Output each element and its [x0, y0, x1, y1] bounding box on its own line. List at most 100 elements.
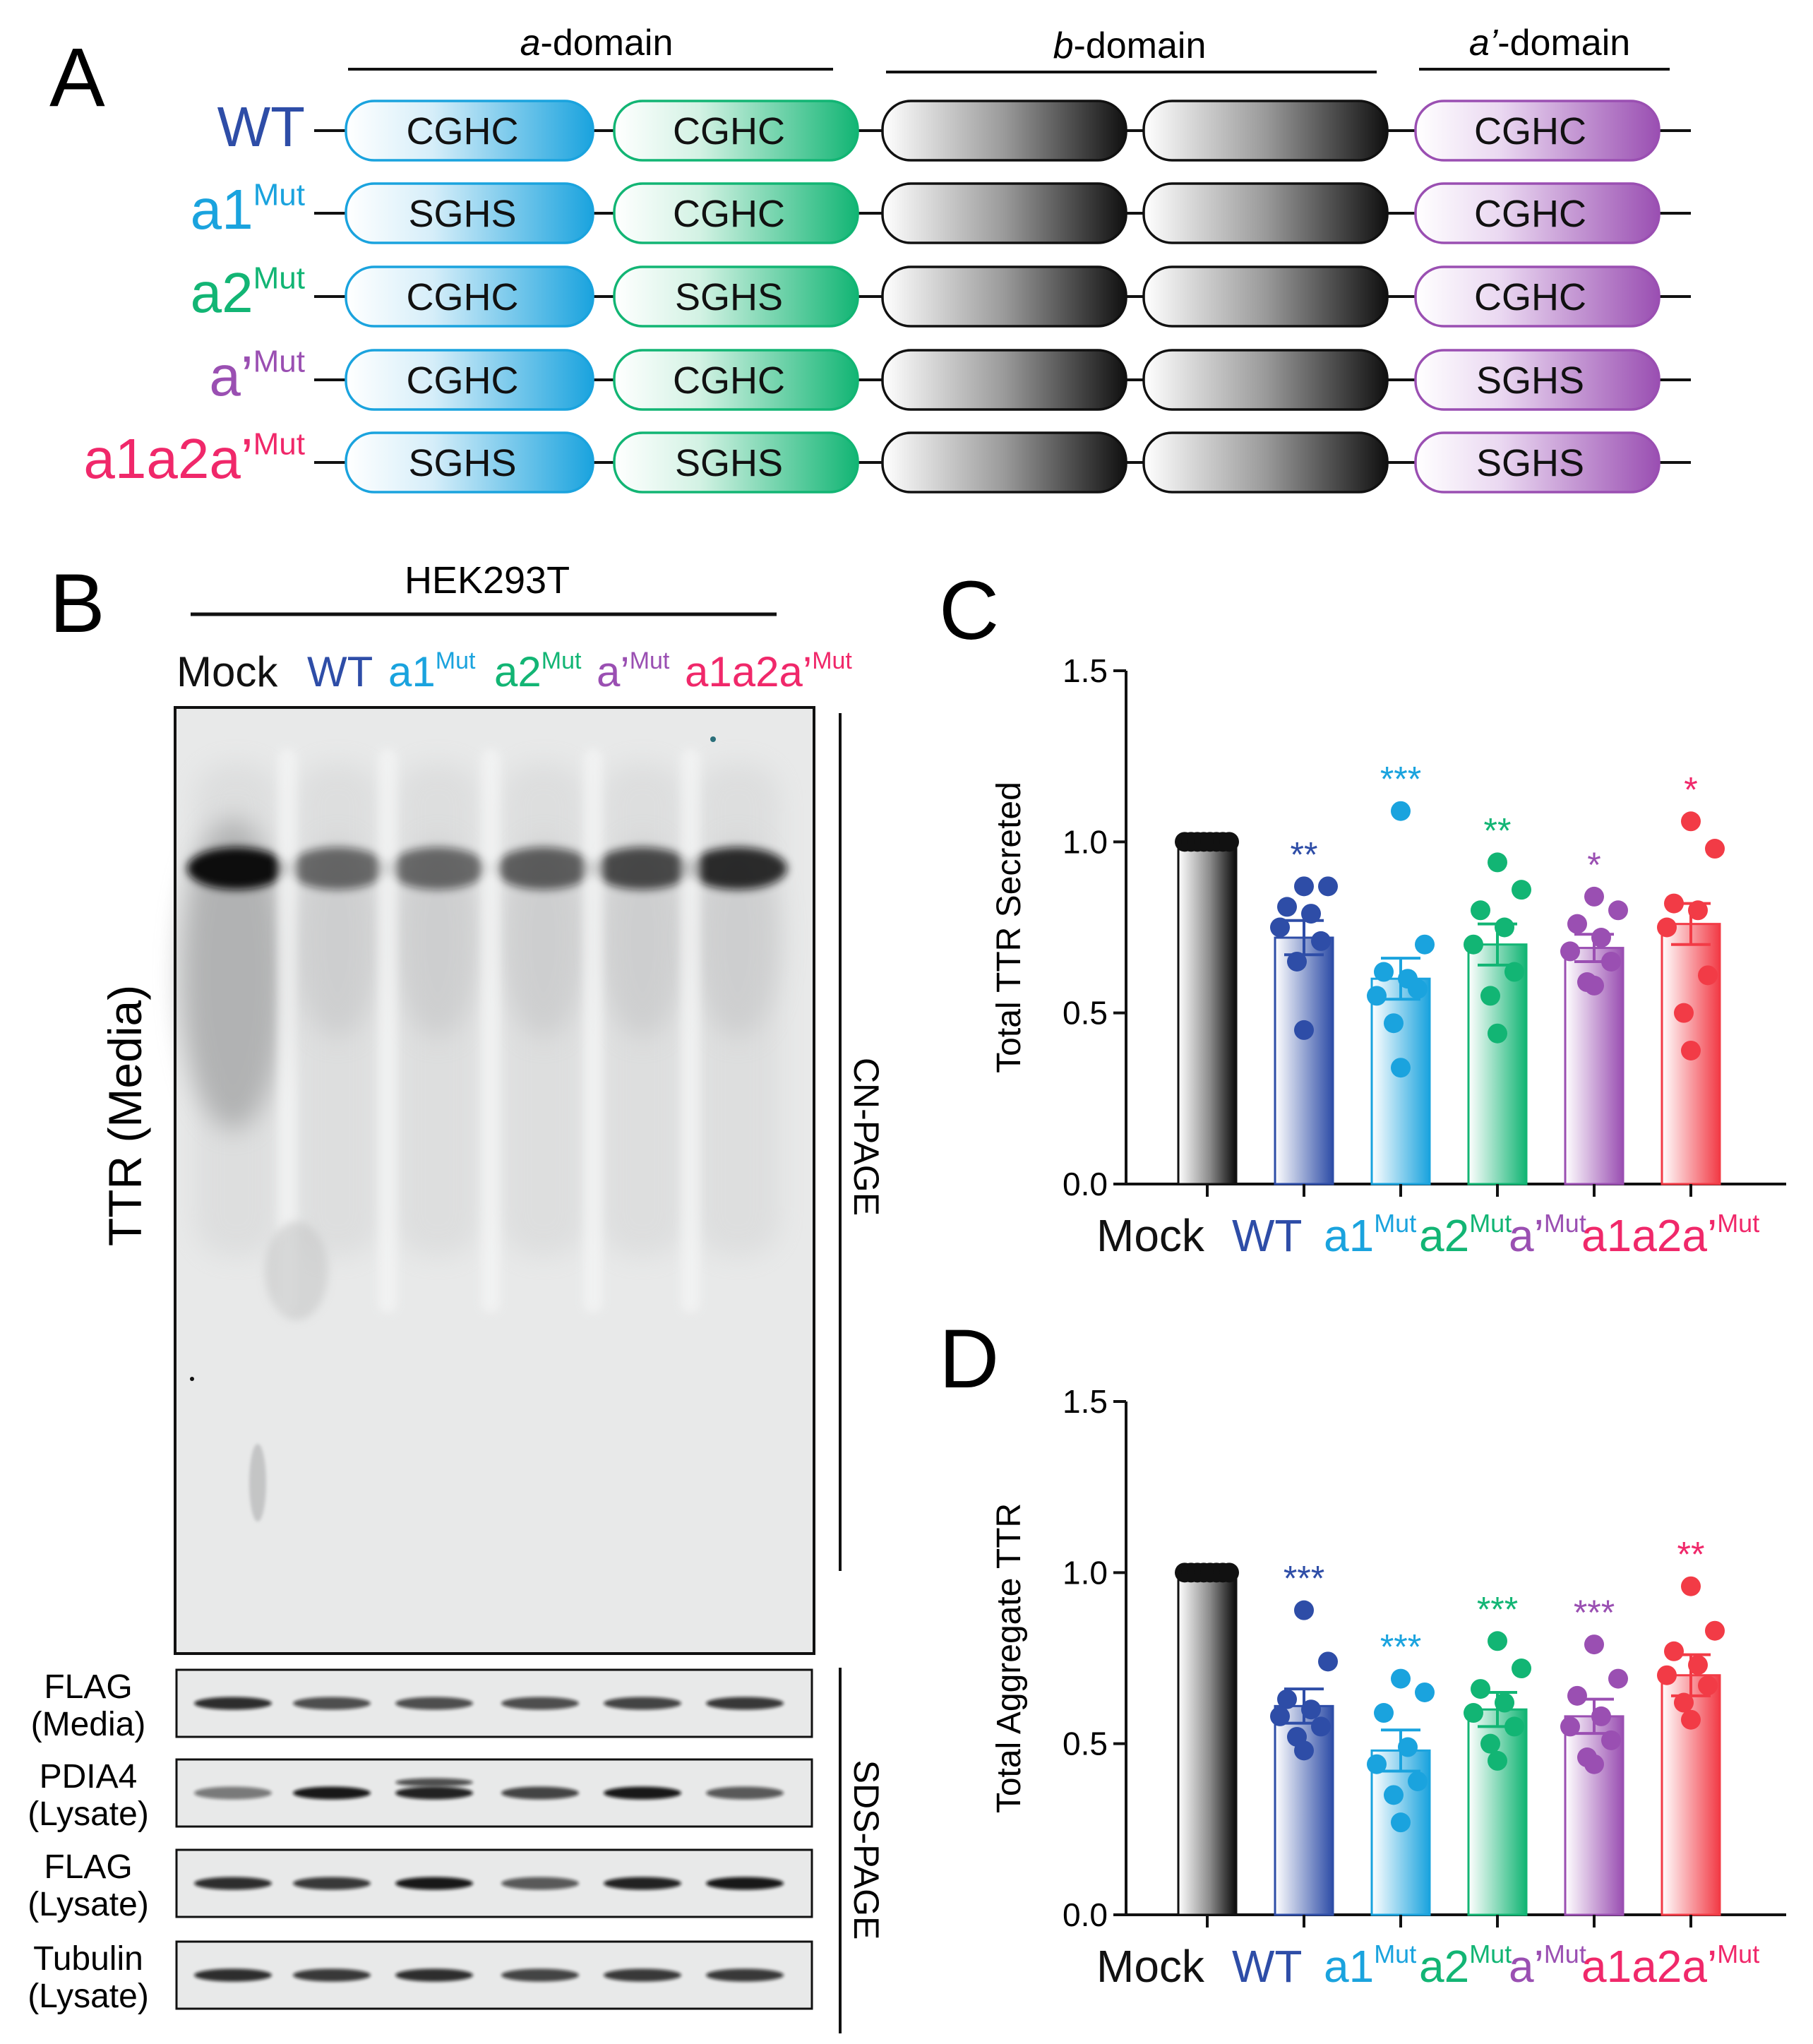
data-point [1270, 917, 1290, 938]
lane-label-base: a’ [597, 648, 630, 695]
sds-page-strips: FLAG(Media)PDIA4(Lysate)FLAG(Lysate)Tubu… [28, 1668, 813, 2015]
y-tick-label: 1.0 [1063, 823, 1108, 860]
data-point [1504, 1716, 1524, 1737]
construct-name-base: a’ [209, 345, 253, 407]
domain-pill [1142, 100, 1389, 162]
lane-label: WT [307, 648, 373, 695]
lane-label-base: a2 [494, 648, 541, 695]
x-tick-label: Mock [1096, 1941, 1205, 1992]
a-domain-label: a-domain [520, 23, 674, 64]
domain-pill [613, 265, 859, 328]
data-point [1219, 832, 1239, 852]
gel-band [187, 847, 286, 890]
bar-group: *** [1464, 1589, 1531, 1928]
data-point [1560, 941, 1580, 962]
construct-name-sup: Mut [253, 261, 305, 295]
data-point [1391, 1812, 1411, 1833]
panel-c-letter: C [939, 564, 999, 657]
construct-name-base: a1 [191, 178, 253, 241]
x-tick-label: a1a2a’Mut [1581, 1209, 1759, 1261]
construct-name-sup: Mut [253, 177, 305, 212]
bar-group: *** [1367, 760, 1435, 1197]
gel-band [288, 847, 387, 890]
x-tick-label-sup: Mut [1469, 1940, 1512, 1968]
bar-group: ** [1270, 835, 1338, 1197]
x-tick-label: WT [1232, 1210, 1303, 1261]
gel-lane-gap [681, 748, 700, 1313]
ap-domain-label: a’-domain [1469, 23, 1630, 64]
strip-band [501, 1968, 579, 1982]
data-point [1674, 1003, 1694, 1023]
motif-label: SGHS [408, 193, 516, 235]
x-tick-label-base: Mock [1096, 1941, 1205, 1992]
x-tick-label-sup: Mut [1717, 1209, 1759, 1238]
strip-label-1: FLAG [44, 1668, 132, 1706]
domain-pill [1414, 100, 1661, 162]
panel-b-letter: B [49, 557, 105, 650]
gel-band [494, 847, 593, 890]
bar-group: *** [1367, 1627, 1435, 1928]
x-tick-label-sup: Mut [1469, 1209, 1512, 1238]
panel-a: A a-domain b-domain a’-domain CGHC CGHC CG… [49, 23, 1691, 494]
b-domain-italic: b [1053, 25, 1074, 66]
domain-pill [613, 431, 859, 494]
data-point [1294, 1740, 1314, 1761]
x-tick-label-base: a1a2a’ [1581, 1941, 1717, 1992]
construct-row: SGHS SGHS SGHS a1a2a’Mut [83, 426, 1691, 494]
data-point [1705, 839, 1725, 859]
gel-lane-gap [583, 748, 603, 1313]
data-point [1270, 1706, 1290, 1726]
significance-label: *** [1380, 760, 1421, 799]
strip-band [194, 1877, 272, 1890]
strip-band [194, 1968, 272, 1982]
x-tick-label-base: WT [1232, 1941, 1303, 1992]
x-tick-label: a’Mut [1509, 1209, 1586, 1261]
motif-label: CGHC [673, 359, 785, 402]
motif-label: CGHC [1474, 276, 1586, 318]
domain-pill [345, 182, 594, 244]
significance-label: ** [1291, 835, 1318, 874]
data-point [1591, 928, 1611, 948]
strip-band [395, 1697, 473, 1710]
gel-smear [395, 840, 480, 1038]
lane-label-sup: Mut [630, 647, 670, 674]
domain-pill [881, 100, 1127, 162]
lane-label: a2Mut [494, 647, 582, 695]
strip-label-2: (Lysate) [28, 1978, 149, 2015]
strip-band [293, 1968, 371, 1982]
ap-domain-rest: -domain [1497, 23, 1630, 64]
construct-name-base: a1a2a’ [83, 427, 253, 490]
domain-pill [1142, 182, 1389, 244]
sds-page-label: SDS-PAGE [846, 1760, 886, 1940]
significance-label: ** [1677, 1535, 1705, 1574]
data-point [1601, 1730, 1621, 1750]
data-point [1471, 900, 1490, 921]
data-point [1664, 893, 1684, 914]
data-point [1301, 904, 1321, 924]
gel-speck [710, 736, 716, 742]
bar-group [1175, 1562, 1239, 1928]
y-tick-label: 0.5 [1063, 1726, 1108, 1762]
data-point [1464, 934, 1483, 955]
construct-row: CGHC CGHC CGHC WT [217, 95, 1691, 162]
motif-label: CGHC [673, 110, 785, 153]
y-tick-label: 1.0 [1063, 1554, 1108, 1591]
lane-label: Mock [176, 648, 278, 695]
x-tick-label-base: a2 [1419, 1210, 1469, 1261]
bar [1177, 840, 1238, 1185]
bar [1467, 943, 1528, 1185]
data-point [1219, 1562, 1239, 1583]
blot-strip: FLAG(Lysate) [28, 1848, 813, 1923]
motif-label: SGHS [1476, 359, 1584, 402]
x-tick-label-base: a1 [1324, 1941, 1374, 1992]
significance-label: *** [1284, 1559, 1324, 1598]
data-point [1480, 1733, 1500, 1754]
data-point [1384, 1785, 1404, 1805]
domain-pill [881, 265, 1127, 328]
data-point [1488, 1750, 1507, 1771]
x-tick-label-sup: Mut [1374, 1209, 1416, 1238]
x-tick-label-base: a’ [1509, 1941, 1544, 1992]
data-point [1488, 1631, 1507, 1651]
x-tick-label-base: a2 [1419, 1941, 1469, 1992]
